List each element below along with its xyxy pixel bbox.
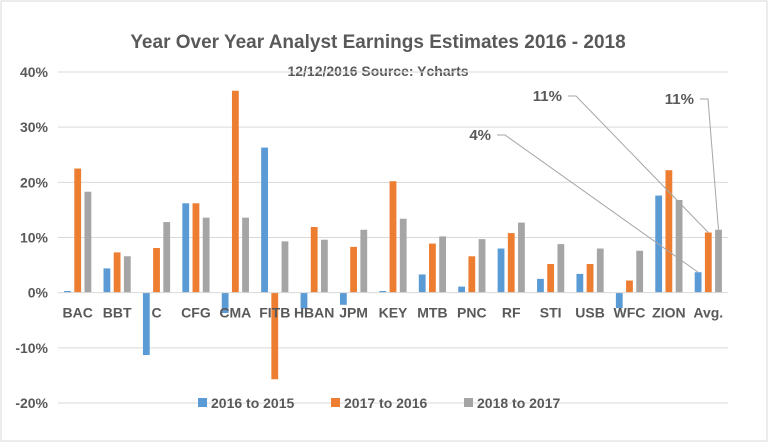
bar: [242, 217, 249, 293]
legend-swatch: [331, 398, 340, 407]
bar: [557, 244, 565, 293]
legend-label: 2016 to 2015: [211, 395, 294, 411]
x-tick-label: USB: [575, 305, 605, 321]
annotation-label: 4%: [469, 127, 491, 144]
x-tick-label: ZION: [652, 305, 685, 321]
bar: [497, 248, 505, 293]
bar: [271, 292, 279, 380]
bar: [399, 218, 407, 293]
y-axis-ticks: -20% -10% 0% 10% 20% 30% 40%: [15, 64, 48, 411]
x-tick-label: STI: [540, 305, 562, 321]
y-tick-label: 10%: [20, 230, 49, 246]
y-tick-label: -10%: [15, 340, 48, 356]
bar: [64, 291, 71, 293]
annotation-leader-line: [700, 98, 719, 230]
bar: [418, 274, 426, 293]
annotation-label: 11%: [533, 88, 562, 105]
bar: [74, 168, 82, 293]
bar: [142, 292, 150, 356]
bar: [261, 147, 268, 293]
x-tick-label: PNC: [457, 305, 487, 321]
x-tick-label: WFC: [614, 305, 646, 321]
bar: [694, 272, 702, 293]
bar: [339, 292, 347, 305]
annotation-leader-line: [497, 134, 699, 273]
bar: [715, 229, 722, 293]
bar: [379, 291, 387, 293]
x-tick-label: C: [151, 305, 161, 321]
x-tick-label: HBAN: [294, 305, 334, 321]
bar: [350, 246, 357, 293]
bar: [231, 90, 239, 293]
x-tick-label: FITB: [259, 305, 290, 321]
legend-label: 2018 to 2017: [477, 395, 560, 411]
bar: [576, 273, 584, 293]
bar: [507, 233, 515, 293]
bar: [626, 280, 633, 293]
bar: [320, 239, 328, 293]
bar: [596, 248, 604, 293]
bar: [84, 191, 92, 293]
bar: [360, 229, 368, 293]
legend-label: 2017 to 2016: [344, 395, 427, 411]
x-tick-label: Avg.: [693, 305, 723, 321]
x-tick-label: BBT: [103, 305, 132, 321]
bar: [518, 222, 525, 293]
bar: [586, 263, 594, 293]
legend-swatch: [464, 398, 473, 407]
bar: [636, 250, 644, 293]
bar: [389, 181, 397, 293]
bar: [123, 256, 131, 293]
x-tick-label: KEY: [379, 305, 408, 321]
bar: [113, 252, 121, 293]
bar: [458, 286, 466, 293]
bar: [163, 222, 171, 293]
x-tick-label: CFG: [181, 305, 211, 321]
x-tick-label: CMA: [219, 305, 251, 321]
bar: [182, 203, 190, 293]
bar: [675, 199, 683, 293]
x-axis-labels: BAC BBT C CFG CMA FITB HBAN JPM KEY MTB PNC RF STI US…: [63, 305, 724, 321]
legend-swatch: [198, 398, 207, 407]
x-tick-label: RF: [502, 305, 521, 321]
bar: [310, 227, 318, 293]
y-tick-label: -20%: [15, 395, 48, 411]
bar: [665, 170, 673, 293]
bar: [202, 217, 210, 293]
x-tick-label: BAC: [63, 305, 93, 321]
bar: [468, 256, 476, 293]
y-tick-label: 20%: [20, 174, 49, 190]
bar: [429, 243, 436, 293]
bar: [615, 292, 623, 309]
bar: [153, 247, 160, 293]
annotations: 4% 11% 11%: [469, 88, 719, 273]
bar: [192, 203, 200, 293]
annotation-label: 11%: [665, 91, 694, 108]
y-tick-label: 0%: [28, 285, 49, 301]
x-tick-label: JPM: [339, 305, 368, 321]
legend: 2016 to 2015 2017 to 2016 2018 to 2017: [198, 395, 560, 411]
bar: [221, 292, 229, 314]
x-tick-label: MTB: [417, 305, 447, 321]
bar: [439, 236, 447, 293]
annotation-leader-line: [568, 95, 709, 233]
chart-subtitle: 12/12/2016 Source: Ycharts: [287, 63, 468, 79]
bar: [537, 278, 544, 293]
chart-title: Year Over Year Analyst Earnings Estimate…: [130, 32, 625, 53]
y-tick-label: 40%: [20, 64, 49, 80]
bar: [478, 239, 486, 293]
bars: [64, 90, 722, 380]
bar: [103, 268, 111, 293]
bar: [300, 292, 308, 309]
y-tick-label: 30%: [20, 119, 49, 135]
bar: [281, 241, 289, 293]
bar: [704, 232, 712, 293]
bar: [547, 263, 555, 293]
